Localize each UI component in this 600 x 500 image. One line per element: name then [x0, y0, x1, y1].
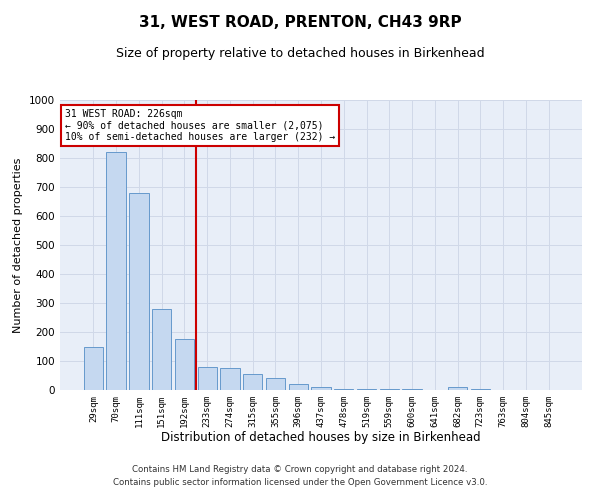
Bar	[470, 388, 490, 390]
Bar	[175, 339, 194, 390]
Bar	[357, 388, 376, 390]
Text: 31, WEST ROAD, PRENTON, CH43 9RP: 31, WEST ROAD, PRENTON, CH43 9RP	[139, 15, 461, 30]
Text: Contains public sector information licensed under the Open Government Licence v3: Contains public sector information licen…	[113, 478, 487, 487]
Bar	[243, 374, 262, 390]
Y-axis label: Number of detached properties: Number of detached properties	[13, 158, 23, 332]
Text: 31 WEST ROAD: 226sqm
← 90% of detached houses are smaller (2,075)
10% of semi-de: 31 WEST ROAD: 226sqm ← 90% of detached h…	[65, 108, 335, 142]
Text: Size of property relative to detached houses in Birkenhead: Size of property relative to detached ho…	[116, 48, 484, 60]
Text: Distribution of detached houses by size in Birkenhead: Distribution of detached houses by size …	[161, 431, 481, 444]
Bar	[129, 193, 149, 390]
Bar	[84, 346, 103, 390]
Bar	[197, 367, 217, 390]
Bar	[334, 388, 353, 390]
Bar	[311, 386, 331, 390]
Bar	[152, 309, 172, 390]
Bar	[220, 368, 239, 390]
Text: Contains HM Land Registry data © Crown copyright and database right 2024.: Contains HM Land Registry data © Crown c…	[132, 466, 468, 474]
Bar	[266, 378, 285, 390]
Bar	[289, 384, 308, 390]
Bar	[448, 387, 467, 390]
Bar	[106, 152, 126, 390]
